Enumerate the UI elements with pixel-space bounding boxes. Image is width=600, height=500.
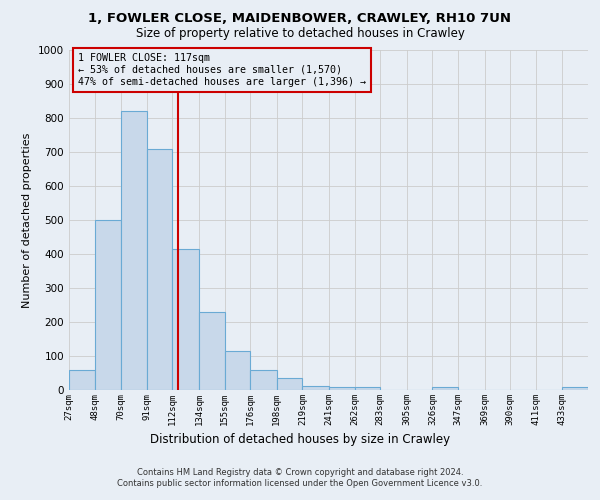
Bar [95,220,121,390]
Text: Distribution of detached houses by size in Crawley: Distribution of detached houses by size … [150,432,450,446]
Bar [147,148,172,390]
Bar [433,386,458,390]
Text: Size of property relative to detached houses in Crawley: Size of property relative to detached ho… [136,28,464,40]
Bar [277,378,302,390]
Bar [329,386,355,390]
Bar [562,386,588,390]
Bar [355,386,380,390]
Bar [69,370,95,390]
Bar [224,351,250,390]
Text: Contains HM Land Registry data © Crown copyright and database right 2024.
Contai: Contains HM Land Registry data © Crown c… [118,468,482,487]
Y-axis label: Number of detached properties: Number of detached properties [22,132,32,308]
Bar [121,111,147,390]
Text: 1 FOWLER CLOSE: 117sqm
← 53% of detached houses are smaller (1,570)
47% of semi-: 1 FOWLER CLOSE: 117sqm ← 53% of detached… [77,54,365,86]
Bar [250,370,277,390]
Text: 1, FOWLER CLOSE, MAIDENBOWER, CRAWLEY, RH10 7UN: 1, FOWLER CLOSE, MAIDENBOWER, CRAWLEY, R… [89,12,511,26]
Bar [199,312,224,390]
Bar [302,386,329,390]
Bar [172,249,199,390]
